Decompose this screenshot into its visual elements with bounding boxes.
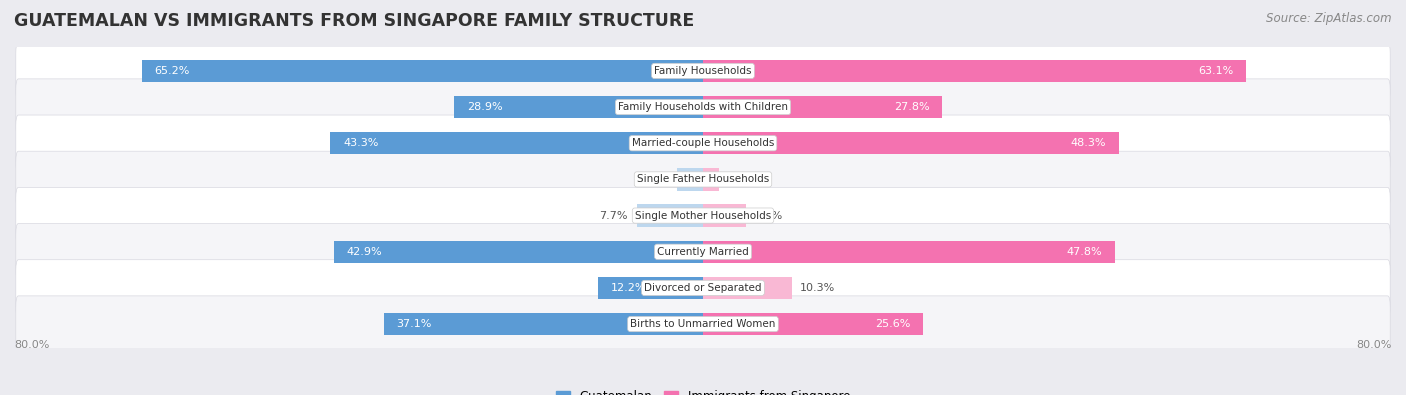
Text: 28.9%: 28.9% bbox=[467, 102, 503, 112]
Bar bbox=[703, 96, 942, 118]
Bar bbox=[703, 60, 1246, 82]
Text: Source: ZipAtlas.com: Source: ZipAtlas.com bbox=[1267, 12, 1392, 25]
FancyBboxPatch shape bbox=[15, 296, 1391, 352]
Text: 80.0%: 80.0% bbox=[1357, 340, 1392, 350]
FancyBboxPatch shape bbox=[15, 151, 1391, 208]
Legend: Guatemalan, Immigrants from Singapore: Guatemalan, Immigrants from Singapore bbox=[551, 385, 855, 395]
Bar bbox=[703, 168, 720, 191]
Bar bbox=[637, 204, 703, 227]
Text: 3.0%: 3.0% bbox=[640, 175, 669, 184]
Bar bbox=[703, 277, 792, 299]
Text: Married-couple Households: Married-couple Households bbox=[631, 138, 775, 148]
Text: 1.9%: 1.9% bbox=[728, 175, 756, 184]
Text: Family Households: Family Households bbox=[654, 66, 752, 76]
Text: 43.3%: 43.3% bbox=[343, 138, 378, 148]
Text: 63.1%: 63.1% bbox=[1198, 66, 1233, 76]
Text: 65.2%: 65.2% bbox=[155, 66, 190, 76]
FancyBboxPatch shape bbox=[15, 260, 1391, 316]
Text: Divorced or Separated: Divorced or Separated bbox=[644, 283, 762, 293]
FancyBboxPatch shape bbox=[15, 79, 1391, 135]
Text: 5.0%: 5.0% bbox=[755, 211, 783, 220]
Text: 10.3%: 10.3% bbox=[800, 283, 835, 293]
Bar bbox=[384, 313, 703, 335]
Text: Births to Unmarried Women: Births to Unmarried Women bbox=[630, 319, 776, 329]
Text: Single Mother Households: Single Mother Households bbox=[636, 211, 770, 220]
Text: 80.0%: 80.0% bbox=[14, 340, 49, 350]
Bar bbox=[454, 96, 703, 118]
Bar bbox=[703, 132, 1119, 154]
Text: 27.8%: 27.8% bbox=[894, 102, 929, 112]
FancyBboxPatch shape bbox=[15, 224, 1391, 280]
Bar bbox=[330, 132, 703, 154]
Bar bbox=[333, 241, 703, 263]
Text: 25.6%: 25.6% bbox=[875, 319, 911, 329]
Bar bbox=[142, 60, 703, 82]
Text: 37.1%: 37.1% bbox=[396, 319, 432, 329]
FancyBboxPatch shape bbox=[15, 187, 1391, 244]
Text: 47.8%: 47.8% bbox=[1066, 247, 1102, 257]
Bar bbox=[703, 204, 747, 227]
Text: Single Father Households: Single Father Households bbox=[637, 175, 769, 184]
Text: 48.3%: 48.3% bbox=[1070, 138, 1107, 148]
Text: Family Households with Children: Family Households with Children bbox=[619, 102, 787, 112]
Bar bbox=[703, 313, 924, 335]
Text: 12.2%: 12.2% bbox=[610, 283, 647, 293]
Text: 7.7%: 7.7% bbox=[599, 211, 628, 220]
Bar bbox=[703, 241, 1115, 263]
Text: GUATEMALAN VS IMMIGRANTS FROM SINGAPORE FAMILY STRUCTURE: GUATEMALAN VS IMMIGRANTS FROM SINGAPORE … bbox=[14, 12, 695, 30]
Text: 42.9%: 42.9% bbox=[346, 247, 382, 257]
FancyBboxPatch shape bbox=[15, 115, 1391, 171]
Bar bbox=[598, 277, 703, 299]
FancyBboxPatch shape bbox=[15, 43, 1391, 99]
Text: Currently Married: Currently Married bbox=[657, 247, 749, 257]
Bar bbox=[678, 168, 703, 191]
